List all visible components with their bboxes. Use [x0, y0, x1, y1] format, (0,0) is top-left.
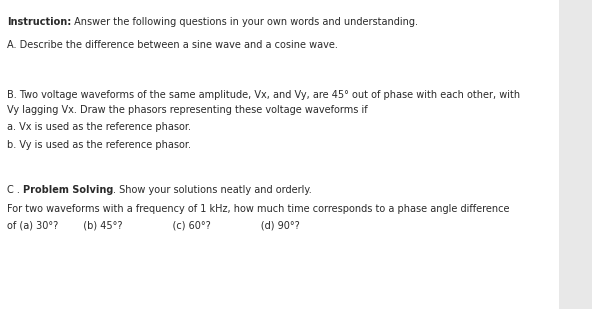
- Text: Instruction:: Instruction:: [7, 17, 72, 27]
- Text: Vy lagging Vx. Draw the phasors representing these voltage waveforms if: Vy lagging Vx. Draw the phasors represen…: [7, 105, 368, 115]
- Text: A. Describe the difference between a sine wave and a cosine wave.: A. Describe the difference between a sin…: [7, 40, 338, 49]
- Text: Problem Solving: Problem Solving: [23, 185, 114, 195]
- Text: of (a) 30°?        (b) 45°?                (c) 60°?                (d) 90°?: of (a) 30°? (b) 45°? (c) 60°? (d) 90°?: [7, 221, 300, 231]
- Text: b. Vy is used as the reference phasor.: b. Vy is used as the reference phasor.: [7, 140, 191, 150]
- Text: C .: C .: [7, 185, 23, 195]
- Text: B. Two voltage waveforms of the same amplitude, Vx, and Vy, are 45° out of phase: B. Two voltage waveforms of the same amp…: [7, 90, 520, 99]
- Text: For two waveforms with a frequency of 1 kHz, how much time corresponds to a phas: For two waveforms with a frequency of 1 …: [7, 204, 510, 214]
- Text: . Show your solutions neatly and orderly.: . Show your solutions neatly and orderly…: [114, 185, 312, 195]
- Text: Answer the following questions in your own words and understanding.: Answer the following questions in your o…: [72, 17, 419, 27]
- FancyBboxPatch shape: [559, 0, 592, 309]
- Text: a. Vx is used as the reference phasor.: a. Vx is used as the reference phasor.: [7, 122, 191, 132]
